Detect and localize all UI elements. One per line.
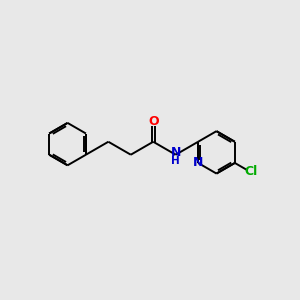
Text: Cl: Cl — [244, 165, 258, 178]
Text: N: N — [193, 157, 203, 169]
Text: H: H — [171, 156, 180, 166]
Text: O: O — [148, 115, 158, 128]
Text: N: N — [170, 146, 181, 159]
